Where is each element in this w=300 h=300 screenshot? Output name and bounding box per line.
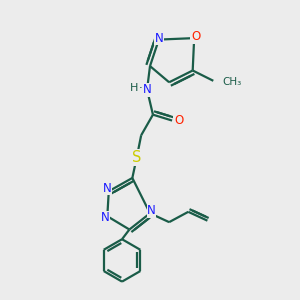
Text: N: N <box>143 83 152 96</box>
Text: S: S <box>132 150 141 165</box>
Text: N: N <box>103 182 112 195</box>
Text: N: N <box>154 32 163 45</box>
Text: ·: · <box>139 82 142 95</box>
Text: N: N <box>100 211 109 224</box>
Text: N: N <box>147 205 156 218</box>
Text: O: O <box>191 30 200 43</box>
Text: H: H <box>130 83 138 93</box>
Text: O: O <box>174 114 183 127</box>
Text: CH₃: CH₃ <box>222 77 242 87</box>
